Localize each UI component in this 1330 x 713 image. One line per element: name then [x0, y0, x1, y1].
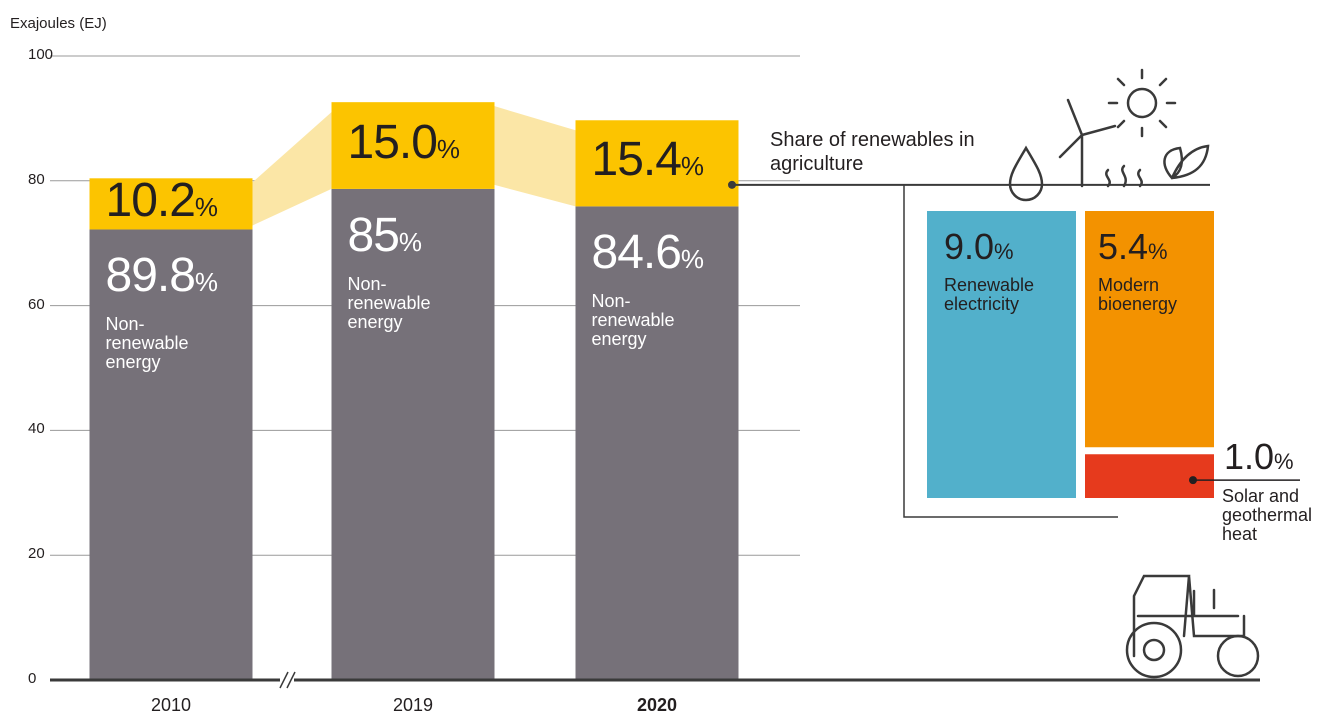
unit: %: [399, 227, 422, 257]
breakdown-value: 9.0%: [944, 228, 1014, 266]
share-label-number: 15.0: [348, 116, 437, 169]
y-tick-label: 60: [28, 297, 45, 313]
share-label-number: 84.6: [592, 226, 681, 279]
unit: %: [195, 267, 218, 297]
breakdown-box: [1085, 454, 1214, 498]
unit: %: [681, 244, 704, 274]
breakdown-name: Solar and geothermal heat: [1222, 487, 1322, 544]
y-tick-label: 100: [28, 47, 53, 63]
y-tick-label: 0: [28, 671, 36, 687]
breakdown-value-number: 1.0: [1224, 436, 1274, 477]
x-tick-label: 2019: [373, 696, 453, 713]
y-tick-label: 20: [28, 546, 45, 562]
connector: [495, 106, 576, 206]
breakdown-value-number: 5.4: [1098, 226, 1148, 267]
unit: %: [994, 239, 1014, 264]
breakdown-name: Modern bioenergy: [1098, 276, 1208, 314]
breakdown-value-number: 9.0: [944, 226, 994, 267]
share-label-number: 15.4: [592, 133, 681, 186]
breakdown-name: Renewable electricity: [944, 276, 1064, 314]
share-label: 89.8%: [106, 251, 219, 301]
x-tick-label: 2020: [617, 696, 697, 713]
connector: [253, 112, 332, 225]
bar-segment: [332, 189, 495, 680]
unit: %: [195, 192, 218, 222]
y-tick-label: 80: [28, 172, 45, 188]
unit: %: [1148, 239, 1168, 264]
segment-name: Non-renewable energy: [106, 315, 216, 372]
share-label-number: 10.2: [106, 174, 195, 227]
share-label: 85%: [348, 211, 423, 261]
y-axis-label: Exajoules (EJ): [10, 16, 107, 32]
breakdown-value: 1.0%: [1224, 438, 1294, 476]
share-label: 15.4%: [592, 135, 705, 185]
share-label: 15.0%: [348, 118, 461, 168]
segment-name: Non-renewable energy: [592, 292, 702, 349]
share-label: 10.2%: [106, 176, 219, 226]
breakdown-value: 5.4%: [1098, 228, 1168, 266]
segment-name: Non-renewable energy: [348, 275, 458, 332]
leader-dot: [728, 181, 736, 189]
x-tick-label: 2010: [131, 696, 211, 713]
y-tick-label: 40: [28, 421, 45, 437]
share-label-number: 89.8: [106, 249, 195, 302]
share-label-number: 85: [348, 209, 399, 262]
unit: %: [437, 134, 460, 164]
unit: %: [1274, 449, 1294, 474]
page: Exajoules (EJ) 0 20 40 60 80 100 89.8% Non-renew…: [0, 0, 1330, 713]
unit: %: [681, 151, 704, 181]
share-label: 84.6%: [592, 228, 705, 278]
breakdown-title: Share of renewables in agriculture: [770, 128, 1000, 176]
